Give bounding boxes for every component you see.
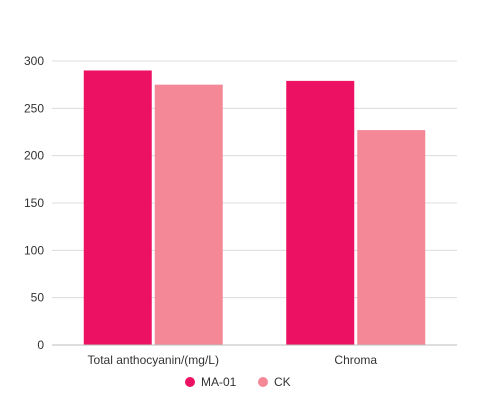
- x-axis-ticks: Total anthocyanin/(mg/L) Chroma: [88, 353, 378, 367]
- y-tick-label: 100: [24, 243, 44, 257]
- legend-label: CK: [274, 375, 291, 389]
- bar-ck-0: [154, 84, 223, 346]
- legend: MA-01 CK: [185, 375, 291, 389]
- y-tick-label: 0: [37, 338, 44, 352]
- legend-item-ma-01[interactable]: MA-01: [185, 375, 237, 389]
- y-tick-label: 150: [24, 196, 44, 210]
- x-tick-label: Total anthocyanin/(mg/L): [88, 353, 219, 367]
- bar-ma-01-0: [83, 70, 152, 345]
- y-tick-label: 250: [24, 101, 44, 115]
- legend-marker: [185, 377, 195, 387]
- legend-item-ck[interactable]: CK: [258, 375, 291, 389]
- bar-ck-1: [357, 130, 426, 345]
- y-tick-label: 200: [24, 149, 44, 163]
- legend-marker: [258, 377, 268, 387]
- y-tick-label: 300: [24, 54, 44, 68]
- bar-ma-01-1: [286, 80, 355, 345]
- x-tick-label: Chroma: [334, 353, 377, 367]
- bars: [83, 70, 426, 346]
- y-axis-ticks: 0 50 100 150 200 250 300: [24, 54, 44, 352]
- y-tick-label: 50: [31, 291, 45, 305]
- legend-label: MA-01: [201, 375, 237, 389]
